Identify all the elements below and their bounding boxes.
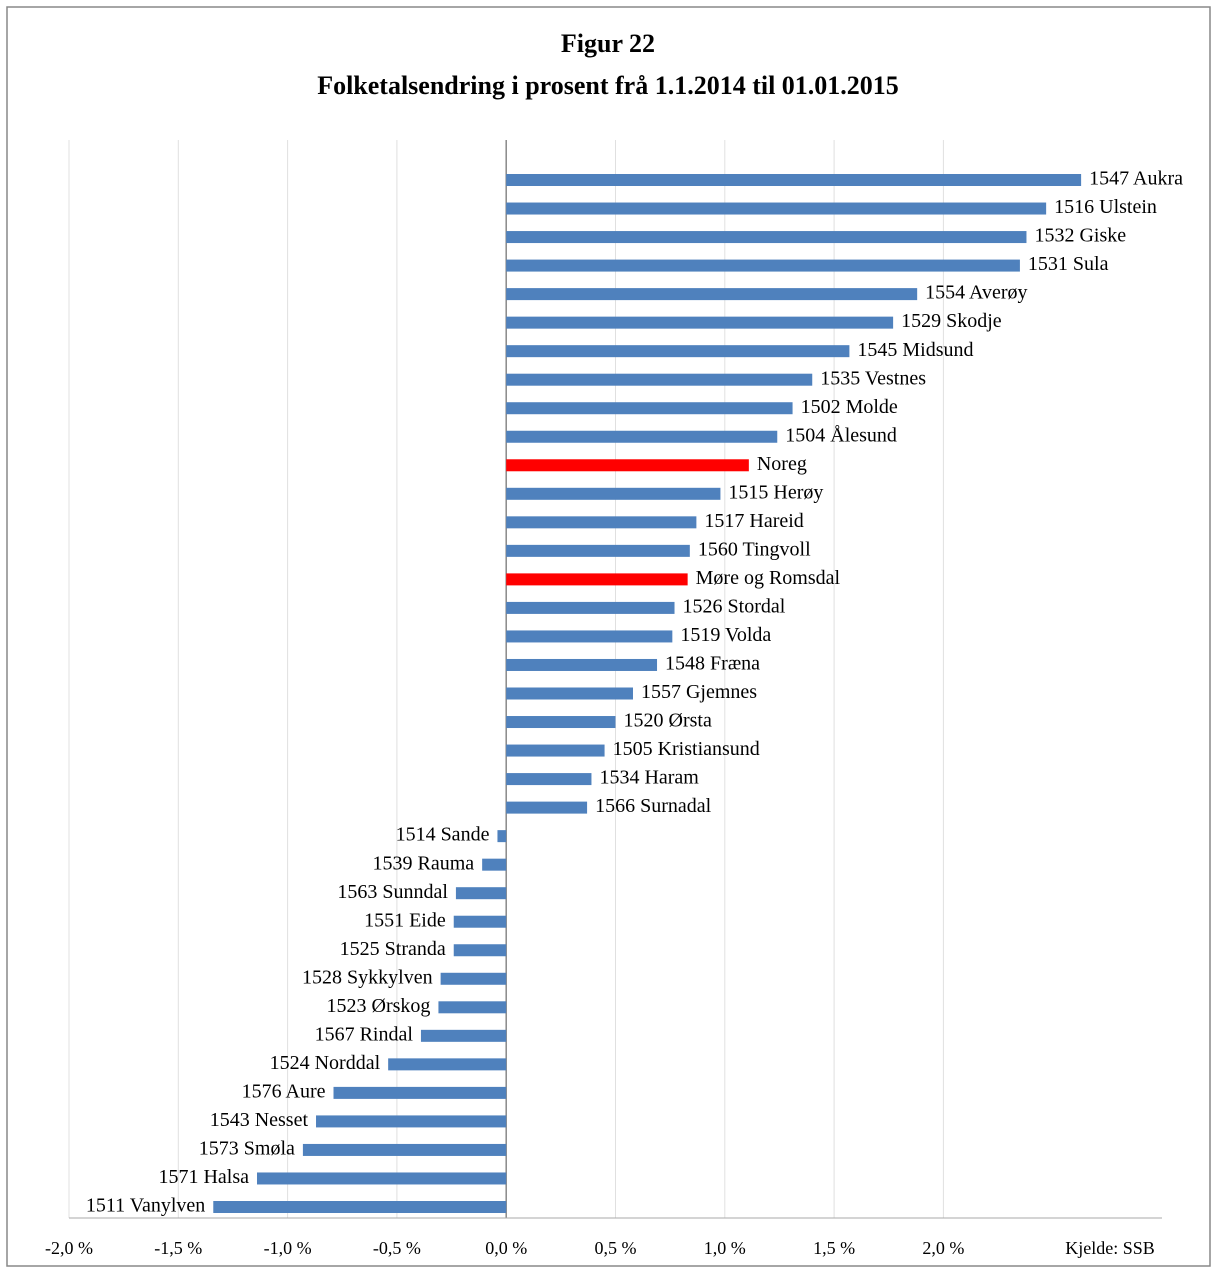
bar [482,858,507,871]
bar [256,1172,507,1185]
x-tick-label: -0,5 % [373,1238,421,1258]
bar-label: 1539 Rauma [372,852,474,874]
bar-label: 1532 Giske [1034,225,1126,247]
bar-label: 1551 Eide [364,909,446,931]
bar [388,1058,507,1071]
bar-label: 1504 Ålesund [785,424,897,446]
bar [497,830,507,843]
bar [506,430,778,443]
bar-label: 1519 Volda [680,624,771,646]
bar [453,915,507,928]
chart-title: Figur 22 [561,29,655,58]
bar-label: Noreg [757,453,807,475]
bar [302,1143,507,1156]
bar [506,259,1020,272]
bar-label: 1523 Ørskog [327,995,431,1017]
bar [440,972,507,985]
bar-label: 1554 Averøy [925,282,1027,304]
bar-label: 1514 Sande [396,824,490,846]
bar [506,373,813,386]
bar-label: 1571 Halsa [158,1166,249,1188]
bar [506,687,633,700]
bar-label: 1573 Smøla [199,1138,295,1160]
bar [506,630,673,643]
bar-label: Møre og Romsdal [696,567,841,589]
bar [506,459,749,472]
bar-label: 1529 Skodje [901,310,1002,332]
bar [506,801,588,814]
bar [506,601,675,614]
x-tick-label: -1,0 % [264,1238,312,1258]
bar-label: 1567 Rindal [315,1023,414,1045]
bar-label: 1502 Molde [801,396,898,418]
bar-label: 1576 Aure [242,1080,326,1102]
bar-label: 1505 Kristiansund [613,738,760,760]
bar-label: 1528 Sykkylven [302,966,433,988]
bar [506,402,793,415]
x-tick-label: -2,0 % [45,1238,93,1258]
bar [506,516,697,529]
x-tick-label: 0,0 % [485,1238,527,1258]
bar [420,1029,507,1042]
bar [453,944,507,957]
bar-label: 1547 Aukra [1089,168,1183,190]
x-tick-label: 2,0 % [922,1238,964,1258]
bar [506,316,894,329]
x-tick-label: 1,0 % [704,1238,746,1258]
bar-label: 1548 Fræna [665,653,760,675]
bar-label: 1557 Gjemnes [641,681,757,703]
bar [455,887,507,900]
bar [506,716,616,729]
bar-label: 1524 Norddal [270,1052,381,1074]
bar [506,487,721,500]
bar [506,544,690,557]
bar-label: 1545 Midsund [857,339,973,361]
bar-label: 1520 Ørsta [624,710,712,732]
bar-label: 1511 Vanylven [86,1195,205,1217]
bar-label: 1531 Sula [1028,253,1109,275]
bar [438,1001,507,1014]
bar [506,174,1082,186]
bar [333,1086,507,1099]
bar-label: 1566 Surnadal [595,795,712,817]
bar [316,1115,507,1128]
bar-label: 1515 Herøy [728,481,823,503]
x-tick-label: 1,5 % [813,1238,855,1258]
bar [506,288,918,301]
bar-label: 1525 Stranda [340,938,446,960]
bar-label: 1516 Ulstein [1054,196,1157,218]
x-tick-label: 0,5 % [595,1238,637,1258]
bar-label: 1560 Tingvoll [698,538,811,560]
bar [506,573,688,586]
source-note: Kjelde: SSB [1065,1238,1155,1258]
bar-label: 1563 Sunndal [337,881,448,903]
bar [506,658,658,671]
bar [506,744,605,757]
bar-label: 1526 Stordal [683,596,786,618]
x-tick-label: -1,5 % [154,1238,202,1258]
bar-label: 1534 Haram [599,767,699,789]
bar-label: 1517 Hareid [704,510,803,532]
bar [506,202,1047,215]
bar [213,1201,507,1213]
bar [506,773,592,786]
chart-subtitle: Folketalsendring i prosent frå 1.1.2014 … [317,71,899,100]
chart-border [6,6,1211,1267]
bar [506,231,1027,244]
bar-label: 1543 Nesset [210,1109,309,1131]
bar-label: 1535 Vestnes [820,367,926,389]
bar [506,345,850,358]
